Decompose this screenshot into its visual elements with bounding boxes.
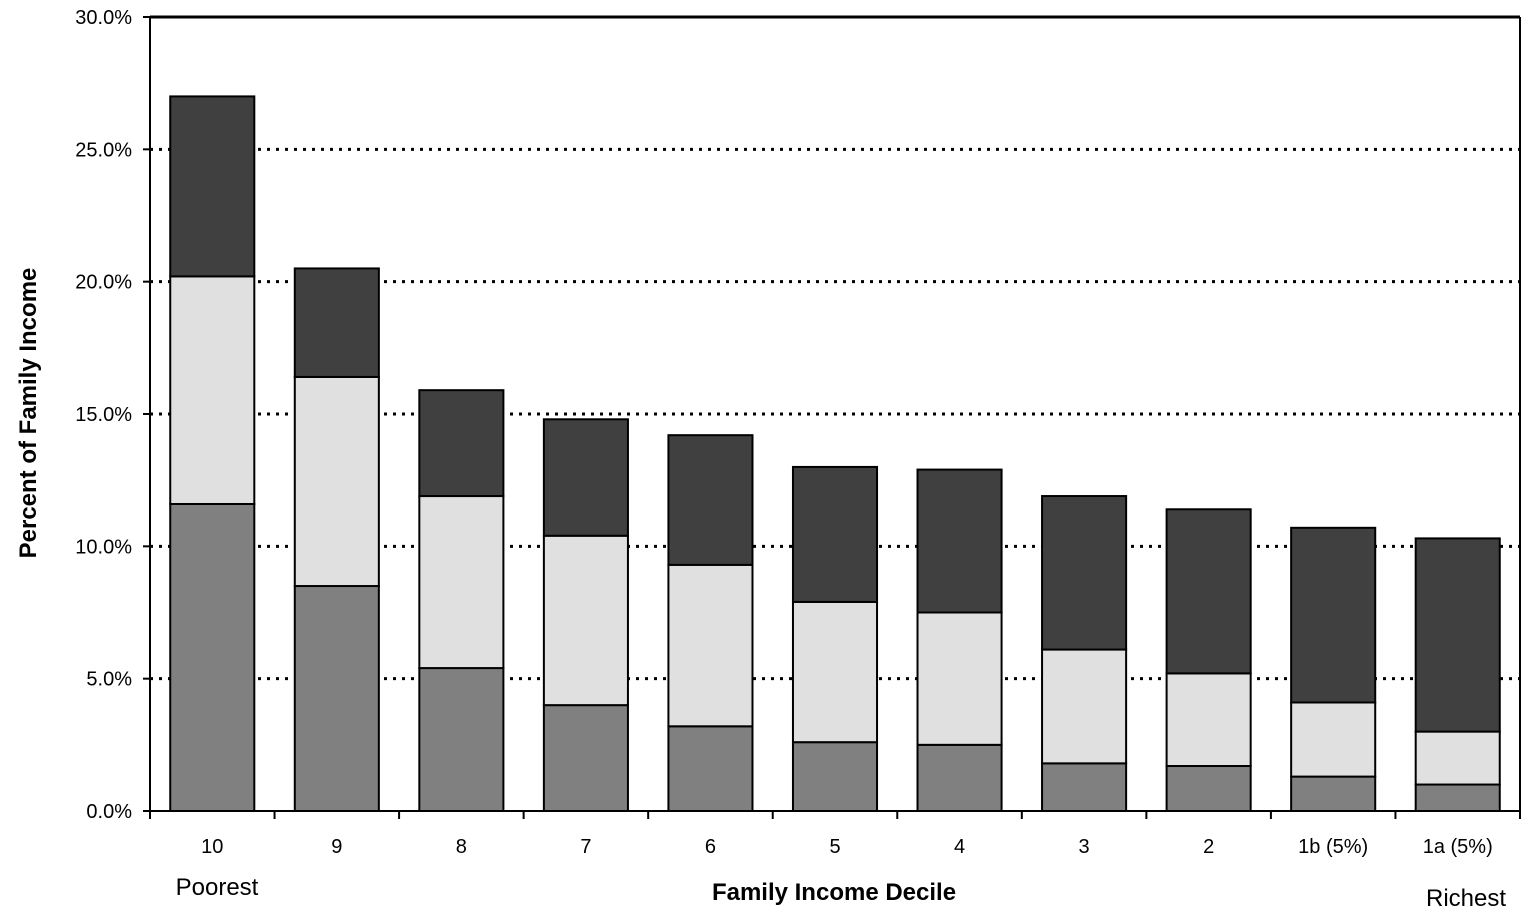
x-tick-label: 4	[954, 836, 965, 858]
bar-segment	[418, 667, 505, 813]
bar-segment	[293, 267, 380, 378]
bar-segment	[791, 600, 879, 744]
bar-segment	[916, 743, 1003, 812]
bar-segment	[1414, 783, 1501, 812]
poorest-label: Poorest	[176, 874, 259, 901]
bar-segment	[542, 534, 629, 707]
bar-segment	[169, 95, 256, 278]
y-tick-label: 30.0%	[75, 7, 132, 29]
bar-segment	[916, 468, 1003, 614]
bar-segment	[1414, 537, 1501, 733]
bar-segment	[542, 704, 629, 813]
x-tick-label: 1a (5%)	[1423, 836, 1493, 858]
bar-segment	[1041, 495, 1128, 651]
y-tick-labels: 0.0% 5.0% 10.0% 15.0% 20.0% 25.0% 30.0%	[75, 7, 132, 823]
y-tick-label: 25.0%	[75, 139, 132, 161]
bar-segment	[293, 375, 380, 588]
bar-segment	[1414, 730, 1501, 786]
bar-segment	[418, 389, 505, 498]
bar-segment	[791, 741, 879, 812]
x-tick-label: 1b (5%)	[1298, 836, 1368, 858]
bar-segment	[293, 585, 380, 812]
x-tick-label: 2	[1203, 836, 1214, 858]
richest-label: Richest	[1426, 885, 1506, 912]
y-axis-title: Percent of Family Income	[15, 268, 42, 559]
y-tick-label: 5.0%	[86, 669, 132, 691]
x-tick-label: 10	[201, 836, 223, 858]
x-tick-labels: 10 9 8 7 6 5 4 3 2 1b (5%) 1a (5%)	[201, 836, 1493, 858]
y-tick-label: 15.0%	[75, 404, 132, 426]
x-axis-title: Family Income Decile	[712, 879, 956, 906]
y-tick-label: 0.0%	[86, 801, 132, 823]
y-tick-label: 20.0%	[75, 272, 132, 294]
bar-segment	[1290, 701, 1377, 778]
bar-segment	[418, 495, 505, 670]
y-tick-label: 10.0%	[75, 536, 132, 558]
x-tick-label: 8	[456, 836, 467, 858]
x-tick-label: 6	[705, 836, 716, 858]
bar-segment	[791, 465, 879, 603]
x-tick-label: 3	[1079, 836, 1090, 858]
bar-segment	[667, 563, 754, 728]
bar-segment	[1165, 765, 1252, 812]
bar-segment	[1041, 648, 1128, 765]
bar-segment	[1165, 508, 1252, 675]
bar-segment	[916, 611, 1003, 746]
bar-segment	[667, 725, 754, 812]
bar-segment	[169, 502, 256, 812]
bars	[169, 95, 1501, 813]
x-tick-label: 9	[331, 836, 342, 858]
axes	[143, 16, 1521, 819]
bar-segment	[169, 275, 256, 505]
bar-segment	[1290, 526, 1377, 704]
x-tick-label: 7	[580, 836, 591, 858]
bar-segment	[1041, 762, 1128, 812]
bar-segment	[542, 418, 629, 537]
bar-segment	[1165, 672, 1252, 768]
x-tick-label: 5	[829, 836, 840, 858]
bar-segment	[1290, 775, 1377, 812]
bar-segment	[667, 434, 754, 566]
